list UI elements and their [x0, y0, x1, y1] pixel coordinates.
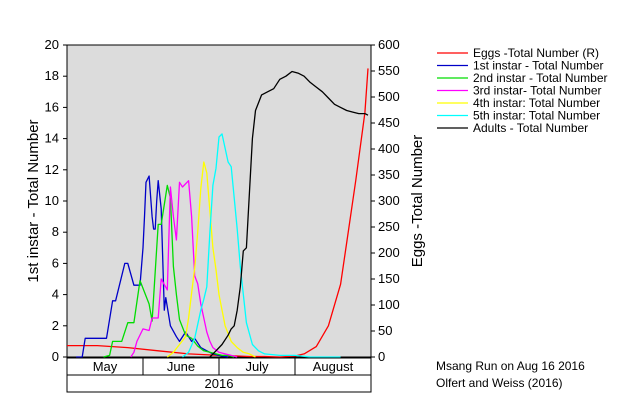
right-tick-label: 600	[378, 37, 400, 52]
month-layer: May June July August	[93, 358, 354, 375]
legend-label: 1st instar - Total Number	[473, 59, 604, 73]
right-axis: 0 50 100 150 200 250 300 350 400 450 500 550 600	[371, 37, 400, 364]
left-tick-label: 18	[45, 68, 59, 83]
series-layer	[67, 68, 369, 358]
right-tick-label: 100	[378, 297, 400, 312]
series-line	[182, 133, 341, 358]
series-line	[209, 70, 369, 358]
left-tick-label: 12	[45, 162, 59, 177]
footnote-run: Msang Run on Aug 16 2016	[436, 359, 585, 373]
series-line	[166, 161, 256, 358]
right-axis-title: Eggs -Total Number	[409, 135, 426, 268]
legend-label: Adults - Total Number	[473, 121, 588, 135]
right-tick-label: 50	[378, 323, 392, 338]
right-tick-label: 250	[378, 219, 400, 234]
right-tick-label: 500	[378, 89, 400, 104]
left-tick-label: 2	[52, 318, 59, 333]
left-tick-label: 20	[45, 37, 59, 52]
left-tick-label: 0	[52, 349, 59, 364]
legend-label: 4th instar: Total Number	[473, 96, 600, 110]
legend-label: 2nd instar - Total Number	[473, 71, 608, 85]
right-tick-label: 350	[378, 167, 400, 182]
right-tick-label: 450	[378, 115, 400, 130]
left-tick-label: 14	[45, 131, 59, 146]
legend-label: 5th instar: Total Number	[473, 109, 600, 123]
month-label: July	[245, 359, 269, 374]
month-label: August	[313, 359, 354, 374]
left-tick-label: 6	[52, 255, 59, 270]
legend-label: Eggs -Total Number (R)	[473, 46, 599, 60]
left-axis: 0 2 4 6 8 10 12 14 16 18 20	[45, 37, 67, 364]
right-tick-label: 550	[378, 63, 400, 78]
legend-label: 3rd instar- Total Number	[473, 84, 602, 98]
month-label: May	[93, 359, 118, 374]
series-line	[103, 184, 235, 358]
left-axis-title: 1st instar - Total Number	[25, 119, 42, 282]
right-tick-label: 150	[378, 271, 400, 286]
right-tick-label: 0	[378, 349, 385, 364]
series-line	[67, 68, 369, 358]
month-label: June	[167, 359, 195, 374]
series-line	[130, 180, 238, 358]
right-tick-label: 400	[378, 141, 400, 156]
left-tick-label: 4	[52, 287, 59, 302]
legend: Eggs -Total Number (R)1st instar - Total…	[437, 46, 608, 135]
left-tick-label: 16	[45, 99, 59, 114]
footnote-credit: Olfert and Weiss (2016)	[436, 376, 563, 390]
left-tick-label: 8	[52, 224, 59, 239]
plot-area	[66, 44, 372, 358]
left-tick-label: 10	[45, 193, 59, 208]
year-label: 2016	[205, 376, 234, 391]
right-tick-label: 200	[378, 245, 400, 260]
right-tick-label: 300	[378, 193, 400, 208]
